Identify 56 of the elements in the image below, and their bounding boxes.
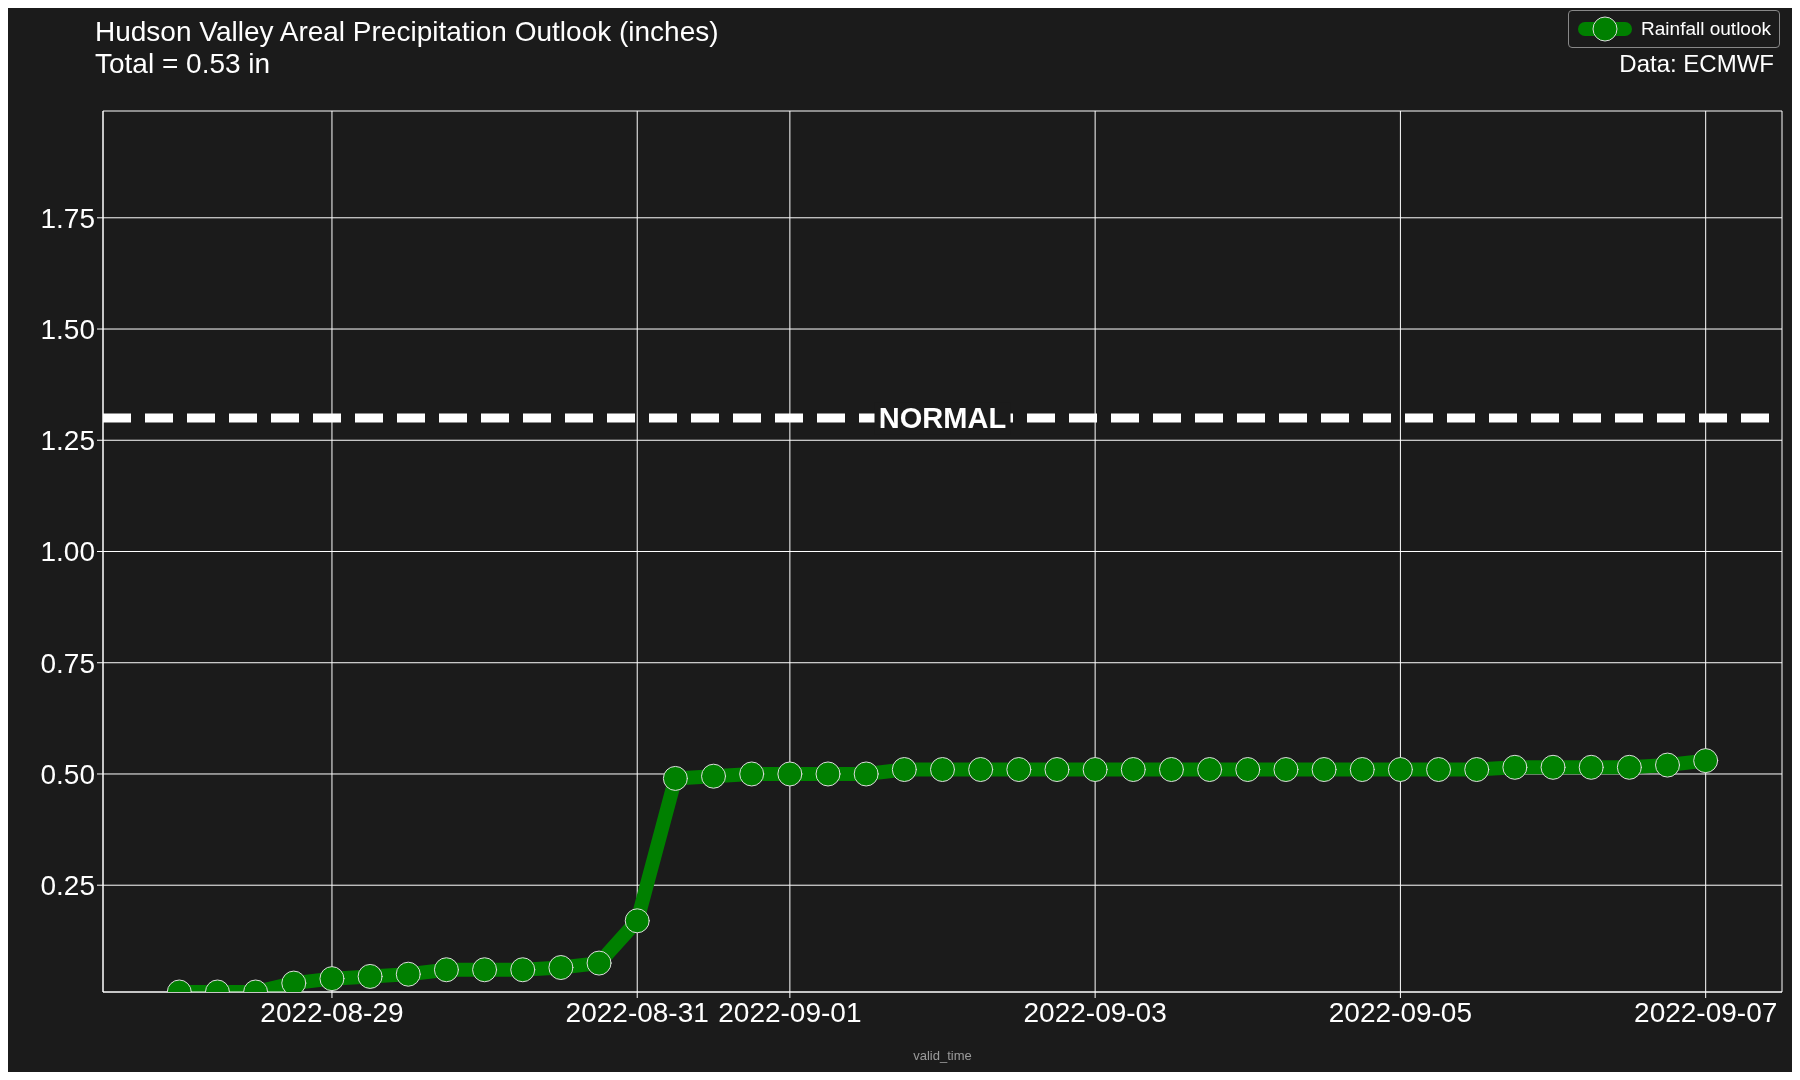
point xyxy=(1540,754,1566,780)
point xyxy=(1120,757,1146,783)
point xyxy=(472,957,498,983)
y-tick-label: 0.50 xyxy=(40,758,95,790)
point xyxy=(739,761,765,787)
point xyxy=(891,757,917,783)
point xyxy=(1693,748,1719,774)
y-tick-label: 1.00 xyxy=(40,536,95,568)
x-tick-label: 2022-08-29 xyxy=(260,996,404,1028)
point xyxy=(701,763,727,789)
point xyxy=(815,761,841,787)
point xyxy=(586,950,612,976)
y-tick-label: 1.75 xyxy=(40,202,95,234)
legend-label: Rainfall outlook xyxy=(1641,18,1771,40)
point xyxy=(1426,757,1452,783)
x-tick-label: 2022-09-07 xyxy=(1634,996,1778,1028)
point xyxy=(930,757,955,783)
y-tick-label: 0.25 xyxy=(40,870,95,902)
point xyxy=(1235,757,1261,783)
y-tick-label: 0.75 xyxy=(40,647,95,679)
point xyxy=(1387,757,1413,783)
point xyxy=(777,761,803,787)
x-tick-label: 2022-08-31 xyxy=(565,996,709,1028)
point xyxy=(1349,757,1375,783)
point xyxy=(548,955,574,981)
point xyxy=(395,961,421,987)
point xyxy=(1197,757,1223,783)
ref-line-label: NORMAL xyxy=(878,402,1007,435)
x-tick-label: 2022-09-01 xyxy=(718,996,862,1028)
point xyxy=(510,957,536,983)
point xyxy=(968,757,994,783)
point xyxy=(319,966,345,992)
x-tick-label: 2022-09-03 xyxy=(1023,996,1167,1028)
point xyxy=(624,908,650,934)
point xyxy=(1616,754,1642,780)
point xyxy=(1044,757,1070,783)
point xyxy=(1158,757,1184,783)
y-tick-label: 1.25 xyxy=(40,425,95,457)
chart-title: Hudson Valley Areal Precipitation Outlook (inches) xyxy=(95,16,719,48)
point xyxy=(1273,757,1299,783)
chart-subtitle: Total = 0.53 in xyxy=(95,48,272,80)
point xyxy=(1464,757,1490,783)
point xyxy=(1082,757,1108,783)
y-tick-label: 1.50 xyxy=(40,313,95,345)
point xyxy=(1006,757,1032,783)
x-tick-label: 2022-09-05 xyxy=(1328,996,1473,1028)
point xyxy=(662,765,688,791)
point xyxy=(1578,754,1604,780)
point xyxy=(433,957,459,983)
point xyxy=(357,963,383,989)
point xyxy=(853,761,879,787)
text: Data: ECMWF xyxy=(1619,50,1774,78)
x-axis-title: valid_time xyxy=(913,1048,972,1063)
point xyxy=(1502,754,1528,780)
point xyxy=(1655,752,1681,778)
point xyxy=(1311,757,1337,783)
